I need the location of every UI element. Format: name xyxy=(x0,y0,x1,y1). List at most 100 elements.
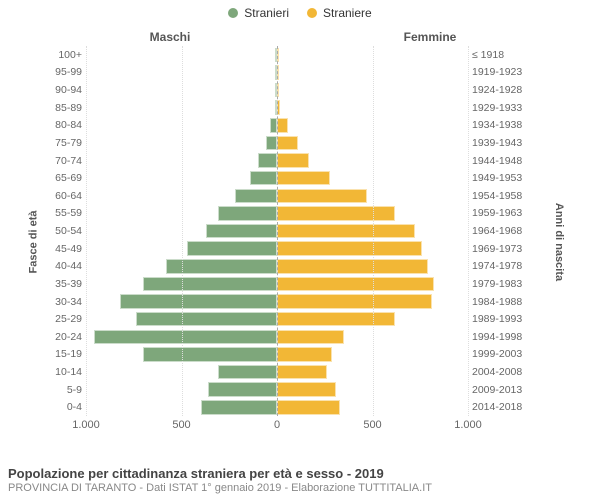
birth-year-label: 1919-1923 xyxy=(468,64,530,82)
bar-half-female xyxy=(277,293,468,311)
bar-half-male xyxy=(86,169,277,187)
birth-year-label: 1964-1968 xyxy=(468,222,530,240)
bar-half-male xyxy=(86,152,277,170)
bar-pair xyxy=(86,293,468,311)
age-label: 45-49 xyxy=(48,240,86,258)
bar-female xyxy=(277,347,332,361)
x-tick-label: 1.000 xyxy=(454,419,482,431)
table-row: 75-791939-1943 xyxy=(48,134,530,152)
x-tick-label: 500 xyxy=(363,419,381,431)
bar-pair xyxy=(86,381,468,399)
table-row: 100+≤ 1918 xyxy=(48,46,530,64)
age-label: 75-79 xyxy=(48,134,86,152)
age-label: 15-19 xyxy=(48,346,86,364)
bar-female xyxy=(277,400,340,414)
bar-female xyxy=(277,118,288,132)
bar-pair xyxy=(86,328,468,346)
age-label: 60-64 xyxy=(48,187,86,205)
bar-half-female xyxy=(277,99,468,117)
bar-male xyxy=(258,153,277,167)
table-row: 20-241994-1998 xyxy=(48,328,530,346)
birth-year-label: 1949-1953 xyxy=(468,169,530,187)
age-label: 65-69 xyxy=(48,169,86,187)
legend-label-male: Stranieri xyxy=(244,6,289,20)
birth-year-label: 1959-1963 xyxy=(468,205,530,223)
age-label: 30-34 xyxy=(48,293,86,311)
birth-year-label: 1934-1938 xyxy=(468,117,530,135)
bar-half-female xyxy=(277,152,468,170)
bar-half-male xyxy=(86,275,277,293)
bar-half-male xyxy=(86,205,277,223)
age-label: 90-94 xyxy=(48,81,86,99)
age-label: 85-89 xyxy=(48,99,86,117)
birth-year-label: 2009-2013 xyxy=(468,381,530,399)
table-row: 50-54 1964-1968 xyxy=(48,222,530,240)
table-row: 65-69 1949-1953 xyxy=(48,169,530,187)
bar-female xyxy=(277,206,395,220)
bar-half-male xyxy=(86,134,277,152)
age-label: 40-44 xyxy=(48,258,86,276)
header-female: Femmine xyxy=(300,30,600,44)
age-label: 100+ xyxy=(48,46,86,64)
bar-half-male xyxy=(86,222,277,240)
footer: Popolazione per cittadinanza straniera p… xyxy=(8,466,592,494)
birth-year-label: 1924-1928 xyxy=(468,81,530,99)
bar-half-female xyxy=(277,275,468,293)
bar-half-female xyxy=(277,363,468,381)
bar-female xyxy=(277,153,309,167)
bar-female xyxy=(277,189,367,203)
age-label: 95-99 xyxy=(48,64,86,82)
table-row: 85-891929-1933 xyxy=(48,99,530,117)
bar-male xyxy=(206,224,277,238)
bar-female xyxy=(277,259,428,273)
bar-half-male xyxy=(86,64,277,82)
bar-male xyxy=(235,189,277,203)
bar-half-male xyxy=(86,346,277,364)
legend-item-male: Stranieri xyxy=(228,6,289,20)
chart-title: Popolazione per cittadinanza straniera p… xyxy=(8,466,592,481)
bar-pair xyxy=(86,399,468,417)
bar-half-female xyxy=(277,310,468,328)
birth-year-label: 1989-1993 xyxy=(468,310,530,328)
bar-male xyxy=(270,118,277,132)
bar-pair xyxy=(86,152,468,170)
bar-male xyxy=(136,312,277,326)
birth-year-label: 1954-1958 xyxy=(468,187,530,205)
chart-rows: 100+≤ 191895-991919-192390-941924-192885… xyxy=(48,46,530,416)
bar-half-male xyxy=(86,310,277,328)
bar-half-female xyxy=(277,381,468,399)
bar-female xyxy=(277,277,434,291)
bar-half-female xyxy=(277,222,468,240)
bar-half-male xyxy=(86,99,277,117)
bar-half-male xyxy=(86,381,277,399)
bar-pair xyxy=(86,134,468,152)
bar-half-male xyxy=(86,293,277,311)
bar-half-female xyxy=(277,187,468,205)
age-label: 10-14 xyxy=(48,363,86,381)
table-row: 55-591959-1963 xyxy=(48,205,530,223)
bar-male xyxy=(120,294,277,308)
birth-year-label: 1979-1983 xyxy=(468,275,530,293)
bar-male xyxy=(94,330,277,344)
bar-male xyxy=(201,400,277,414)
bar-pair xyxy=(86,240,468,258)
table-row: 30-341984-1988 xyxy=(48,293,530,311)
bar-half-male xyxy=(86,81,277,99)
bar-pair xyxy=(86,222,468,240)
bar-half-male xyxy=(86,240,277,258)
bar-half-male xyxy=(86,46,277,64)
bar-pair xyxy=(86,64,468,82)
bar-pair xyxy=(86,310,468,328)
bar-male xyxy=(208,382,277,396)
bar-pair xyxy=(86,275,468,293)
bar-pair xyxy=(86,205,468,223)
bar-male xyxy=(166,259,277,273)
bar-half-male xyxy=(86,187,277,205)
table-row: 0-42014-2018 xyxy=(48,399,530,417)
table-row: 25-291989-1993 xyxy=(48,310,530,328)
x-tick-label: 500 xyxy=(172,419,190,431)
age-label: 50-54 xyxy=(48,222,86,240)
table-row: 40-441974-1978 xyxy=(48,258,530,276)
table-row: 90-94 1924-1928 xyxy=(48,81,530,99)
table-row: 70-741944-1948 xyxy=(48,152,530,170)
